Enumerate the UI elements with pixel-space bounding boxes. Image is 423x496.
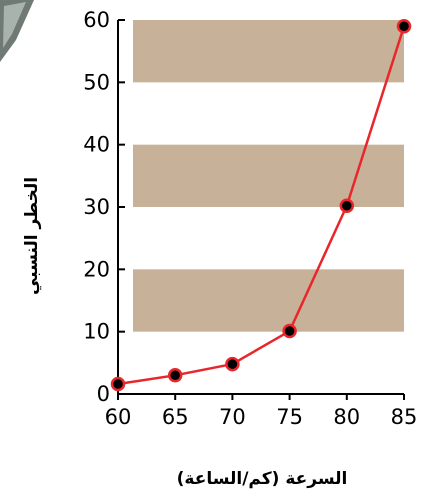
- axes: [117, 19, 405, 400]
- data-point-60: [110, 376, 126, 392]
- y-tick-label-10: 10: [83, 320, 110, 344]
- tick-labels: 0 10 20 30 40 50 60 60 65 70 75 80 85: [83, 8, 417, 429]
- y-tick-label-20: 20: [83, 257, 110, 281]
- x-tick-label-65: 65: [162, 405, 189, 429]
- series-line-0: [117, 25, 406, 386]
- x-tick-label-85: 85: [391, 405, 418, 429]
- x-tick-label-60: 60: [105, 405, 132, 429]
- y-tick-label-30: 30: [83, 195, 110, 219]
- y-axis-title: الخطر النسبي: [22, 177, 42, 295]
- data-point-75: [282, 323, 297, 339]
- y-tick-label-60: 60: [83, 8, 110, 32]
- data-point-65: [167, 368, 183, 383]
- y-tick-label-40: 40: [83, 133, 110, 157]
- data-series: [110, 18, 412, 392]
- shaded-bands: [133, 20, 404, 332]
- corner-photo-highlight: [3, 2, 26, 48]
- shaded-band-0: [133, 269, 404, 332]
- data-point-85: [396, 18, 412, 34]
- x-tick-label-80: 80: [333, 405, 360, 429]
- y-tick-label-0: 0: [97, 382, 110, 406]
- shaded-band-1: [133, 144, 404, 207]
- x-tick-label-70: 70: [219, 405, 246, 429]
- shaded-band-2: [133, 20, 404, 83]
- data-point-70: [225, 356, 240, 372]
- y-tick-label-50: 50: [83, 70, 110, 94]
- data-point-80: [339, 198, 355, 214]
- x-tick-label-75: 75: [276, 405, 303, 429]
- x-axis-title: السرعة (كم/الساعة): [177, 469, 348, 489]
